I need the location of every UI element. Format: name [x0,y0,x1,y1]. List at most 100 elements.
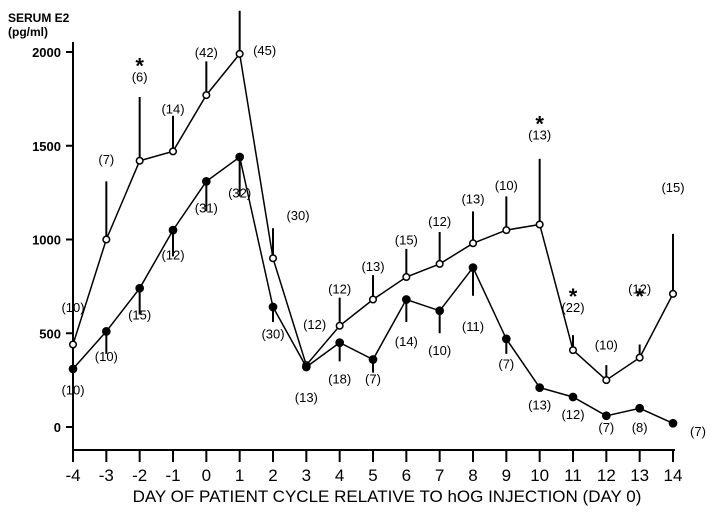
filled-series-n-label: (10) [95,349,118,364]
open-series-point [535,220,544,229]
x-tick-label: -1 [165,466,180,485]
x-tick-label: 3 [302,466,311,485]
open-series-n-label: (6) [132,69,148,84]
filled-series-n-label: (18) [328,371,351,386]
filled-series-point [601,411,611,421]
filled-series-n-label: (7) [498,356,514,371]
open-series-n-label: (7) [98,152,114,167]
filled-series-point [335,338,345,347]
open-series-point [368,295,378,304]
x-axis-label: DAY OF PATIENT CYCLE RELATIVE TO hOG INJ… [133,487,642,506]
open-series-n-label: (30) [286,208,309,223]
filled-series-point [68,364,78,374]
open-series-n-label: (12) [628,281,651,296]
open-series-n-label: (10) [61,300,84,315]
open-series-point [635,353,644,362]
open-series-n-label: (13) [528,128,551,143]
x-tick-label: 10 [530,466,549,485]
x-tick-label: 5 [368,466,377,485]
open-series-n-label: (10) [595,338,618,353]
filled-series-point [535,383,545,392]
open-series-point [102,235,111,244]
open-series-n-label: (45) [253,43,276,58]
open-series-n-label: (13) [461,191,484,206]
x-tick-label: 12 [597,466,616,485]
filled-series-n-label: (31) [195,201,218,216]
open-series-point [202,91,211,100]
significance-asterisk: * [569,284,578,309]
open-series-n-label: (15) [395,233,418,248]
x-tick-label: 7 [435,466,444,485]
filled-series-n-label: (7) [690,424,706,439]
significance-asterisk: * [635,284,644,309]
filled-series-point [135,283,145,293]
filled-series-n-label: (8) [632,420,648,435]
filled-series-point [468,263,478,272]
filled-series-point [435,306,445,316]
filled-series-n-label: (13) [295,390,318,405]
x-tick-label: 6 [402,466,411,485]
filled-series-n-label: (15) [128,308,151,323]
open-series-point [502,226,511,235]
filled-series-point [668,418,678,428]
open-series-point [568,346,578,355]
filled-series-point [635,403,645,413]
y-tick-label: 0 [54,420,61,435]
y-tick-label: 1000 [32,233,61,248]
x-tick-label: -4 [65,466,80,485]
x-tick-label: 1 [235,466,244,485]
open-series-point [135,156,144,165]
x-tick-label: 8 [468,466,477,485]
open-series-point [68,340,78,349]
filled-series-point [101,327,111,336]
significance-asterisk: * [535,112,544,137]
open-series-n-label: (12) [428,214,451,229]
open-series-n-label: (13) [361,259,384,274]
open-series-point [468,239,478,248]
x-tick-label: 0 [202,466,211,485]
open-series-point [335,321,344,330]
y-axis-label: SERUM E2 [8,11,70,25]
x-tick-label: -3 [99,466,114,485]
open-series-point [435,259,444,268]
filled-series-n-label: (32) [228,186,251,201]
x-tick-label: 4 [335,466,344,485]
filled-series-n-label: (10) [428,343,451,358]
open-series-n-label: (12) [303,317,326,332]
filled-series-n-label: (13) [528,398,551,413]
open-series-point [168,147,178,156]
x-tick-label: 9 [502,466,511,485]
open-series-n-label: (12) [328,281,351,296]
y-tick-label: 1500 [32,139,61,154]
filled-series-n-label: (12) [161,248,184,263]
filled-series-n-label: (30) [261,326,284,341]
x-tick-label: 11 [564,466,582,485]
filled-series-n-label: (14) [395,334,418,349]
y-tick-label: 500 [39,326,61,341]
x-tick-label: 14 [664,466,683,485]
filled-series-point [301,362,311,372]
y-tick-label: 2000 [32,45,61,60]
filled-series-point [501,334,511,344]
open-series-point [235,49,244,58]
x-tick-label: 2 [268,466,277,485]
filled-series-point [168,225,178,235]
open-series-point [402,272,411,282]
filled-series-point [368,355,378,364]
x-tick-label: 13 [630,466,649,485]
open-series-n-label: (22) [561,300,584,315]
filled-series-point [235,152,245,162]
open-series-n-label: (10) [495,178,518,193]
y-axis-unit-label: (pg/ml) [8,25,48,39]
filled-series-point [568,392,578,402]
filled-series-n-label: (7) [598,420,614,435]
significance-asterisk: * [135,53,144,78]
open-series-point [602,376,611,385]
filled-series-n-label: (11) [462,319,484,334]
open-series-n-label: (15) [661,180,684,195]
filled-series-point [268,302,278,312]
open-series-n-label: (14) [161,101,184,116]
open-series-point [668,289,678,298]
filled-series-n-label: (12) [561,407,584,422]
